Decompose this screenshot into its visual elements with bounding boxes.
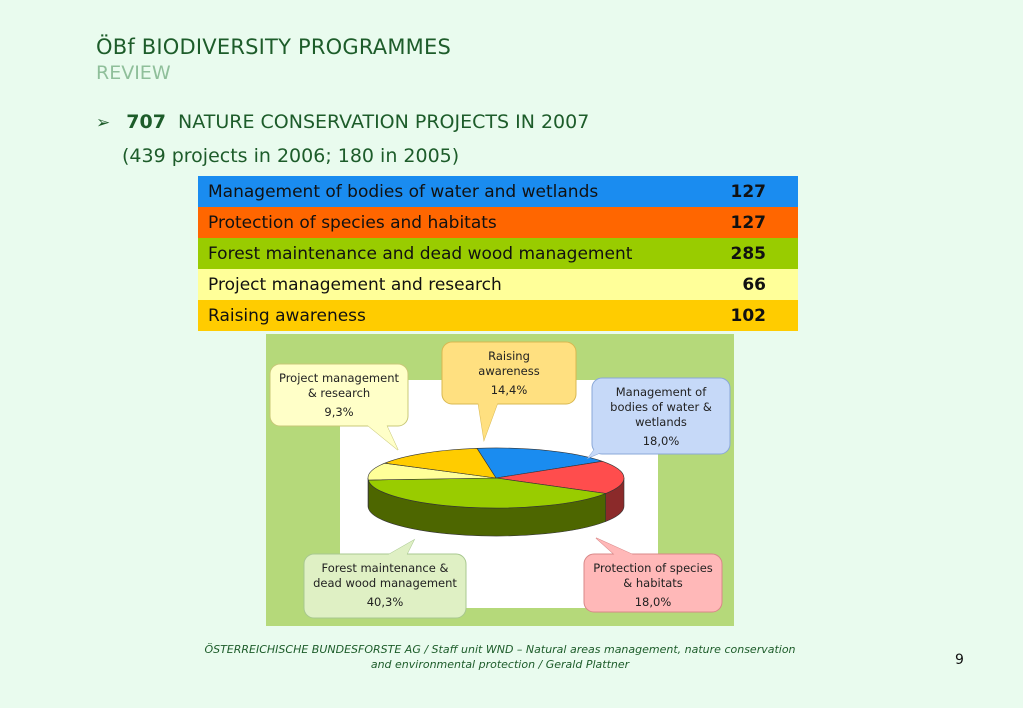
arrow-bullet-icon: ➢ xyxy=(96,113,111,133)
callout-label: Forest maintenance &dead wood management… xyxy=(303,538,467,619)
callout-category-text: awareness xyxy=(478,364,539,378)
table-cell-value: 66 xyxy=(742,274,766,295)
table-cell-label: Protection of species and habitats xyxy=(208,212,497,233)
callout-label: Project management& research 9,3% xyxy=(269,363,409,451)
callout-category-text: & habitats xyxy=(623,576,683,590)
pie-chart: Management of bodies of water & wetlands 18… xyxy=(266,334,734,626)
callout-category-text: Protection of species xyxy=(593,561,713,575)
table-row-awareness: Raising awareness 102 xyxy=(198,300,798,331)
footer: ÖSTERREICHISCHE BUNDESFORSTE AG / Staff … xyxy=(150,642,850,672)
table-row-species: Protection of species and habitats 127 xyxy=(198,207,798,238)
callout-category-text: Forest maintenance & xyxy=(322,561,449,575)
table-cell-label: Forest maintenance and dead wood managem… xyxy=(208,243,633,264)
pie-slice xyxy=(476,447,603,479)
callout-percent-label: 18,0% xyxy=(643,434,680,448)
callout-category-text: dead wood management xyxy=(313,576,457,590)
slide-title: ÖBf BIODIVERSITY PROGRAMMES xyxy=(96,35,451,59)
headline-subtext: (439 projects in 2006; 180 in 2005) xyxy=(122,145,460,167)
pie-slice xyxy=(383,448,497,479)
project-count: 707 xyxy=(126,111,166,133)
footer-line-1: ÖSTERREICHISCHE BUNDESFORSTE AG / Staff … xyxy=(204,643,796,656)
table-cell-label: Project management and research xyxy=(208,274,502,295)
callout-category-text: Raising xyxy=(488,349,530,363)
pie-slice xyxy=(367,477,607,509)
callout-percent-label: 9,3% xyxy=(324,405,353,419)
table-row-water: Management of bodies of water and wetlan… xyxy=(198,176,798,207)
callout-category-text: & research xyxy=(308,386,370,400)
callout-category-text: Project management xyxy=(279,371,400,385)
table-row-management: Project management and research 66 xyxy=(198,269,798,300)
table-cell-value: 285 xyxy=(730,243,767,264)
callout-category-text: wetlands xyxy=(635,415,687,429)
callout-percent-label: 14,4% xyxy=(491,383,528,397)
table-cell-label: Raising awareness xyxy=(208,305,366,326)
callout-category-text: bodies of water & xyxy=(610,400,712,414)
callout-percent-label: 40,3% xyxy=(367,595,404,609)
category-table: Management of bodies of water and wetlan… xyxy=(198,176,798,331)
table-cell-value: 102 xyxy=(730,305,767,326)
headline-text: NATURE CONSERVATION PROJECTS IN 2007 xyxy=(178,111,590,133)
table-cell-value: 127 xyxy=(730,212,767,233)
headline-bullet: ➢ 707 NATURE CONSERVATION PROJECTS IN 20… xyxy=(96,111,589,133)
table-row-forest: Forest maintenance and dead wood managem… xyxy=(198,238,798,269)
footer-line-2: and environmental protection / Gerald Pl… xyxy=(370,658,630,671)
page-number: 9 xyxy=(955,652,964,668)
table-cell-label: Management of bodies of water and wetlan… xyxy=(208,181,599,202)
slide-subtitle: REVIEW xyxy=(96,62,171,84)
callout-category-text: Management of xyxy=(616,385,707,399)
pie-slice xyxy=(495,461,625,494)
table-cell-value: 127 xyxy=(730,181,767,202)
callout-percent-label: 18,0% xyxy=(635,595,672,609)
callout-label: Protection of species& habitats 18,0% xyxy=(583,537,723,613)
